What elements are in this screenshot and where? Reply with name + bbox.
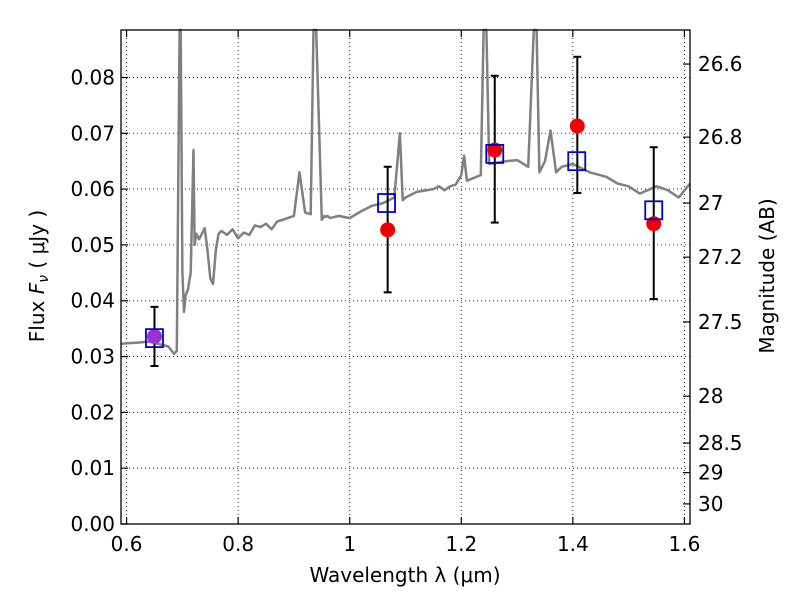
x-tick-label: 1	[343, 532, 356, 556]
right-tick-label: 27.2	[698, 245, 743, 269]
spectrum-line	[120, 28, 691, 356]
observed-points	[146, 118, 662, 344]
y-tick-label: 0.06	[70, 177, 115, 201]
model-square	[377, 193, 396, 213]
right-tick-label: 30	[698, 492, 723, 516]
observed-point	[146, 328, 162, 344]
y-tick-label: 0.00	[70, 512, 115, 536]
y-tick-label: 0.04	[70, 289, 115, 313]
right-tick-label: 26.6	[698, 52, 743, 76]
x-tick-label: 1.4	[557, 532, 589, 556]
grid-lines	[121, 30, 690, 525]
right-tick-label: 26.8	[698, 125, 743, 149]
y-axis-label-text: Flux Fν ( μJy )	[25, 210, 52, 342]
y-tick-label: 0.08	[70, 65, 115, 89]
y-axis-ticks: 0.00 0.01 0.02 0.03 0.04 0.05 0.06 0.07 0.08	[70, 65, 128, 536]
y-axis-label: Flux Fν ( μJy )	[25, 210, 52, 342]
plot-frame	[120, 29, 691, 525]
y-tick-label: 0.07	[70, 121, 115, 145]
x-tick-label: 0.6	[111, 532, 143, 556]
y-tick-label: 0.01	[70, 456, 115, 480]
model-square	[485, 144, 505, 164]
right-axis-ticks: 26.6 26.8 27 27.2 27.5 28 28.5 29 30	[683, 52, 743, 516]
observed-point	[569, 118, 585, 134]
x-tick-label: 1.6	[669, 532, 701, 556]
model-square	[644, 200, 664, 221]
right-tick-label: 28.5	[698, 431, 743, 455]
x-axis-label: Wavelength λ (μm)	[309, 563, 500, 587]
right-axis-label: Magnitude (AB)	[755, 198, 779, 353]
y-tick-label: 0.02	[70, 400, 115, 424]
y-tick-label: 0.05	[70, 233, 115, 257]
observed-point	[380, 222, 396, 238]
y-tick-label: 0.03	[70, 345, 115, 369]
model-photometry-points	[145, 144, 664, 349]
x-tick-label: 1.2	[445, 532, 477, 556]
x-tick-label: 0.8	[222, 532, 254, 556]
model-square	[145, 328, 164, 349]
model-square	[567, 151, 587, 172]
right-tick-label: 29	[698, 461, 723, 485]
right-tick-label: 27.5	[698, 310, 743, 334]
observed-point	[487, 142, 503, 158]
model-spectrum	[120, 28, 691, 356]
error-bars	[150, 55, 658, 368]
right-tick-label: 28	[698, 384, 723, 408]
right-tick-label: 27	[698, 191, 723, 215]
x-axis-ticks: 0.6 0.8 1 1.2 1.4 1.6	[111, 30, 701, 556]
